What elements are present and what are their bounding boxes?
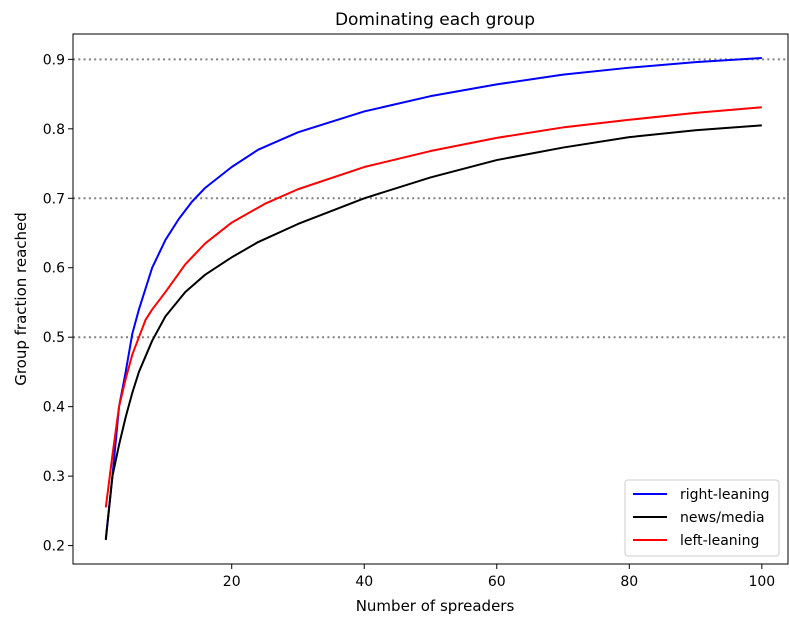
y-axis-label: Group fraction reached: [12, 212, 30, 386]
legend-label: news/media: [680, 510, 765, 526]
series-line: [104, 124, 762, 541]
axes-frame: [72, 33, 789, 565]
legend-box: [624, 479, 780, 557]
y-tick-label: 0.3: [43, 469, 65, 485]
x-tick-label: 20: [223, 574, 241, 590]
series-line: [104, 106, 762, 508]
y-tick-label: 0.4: [43, 400, 65, 416]
y-tick-label: 0.2: [43, 539, 65, 555]
x-axis-label: Number of spreaders: [356, 597, 515, 615]
series-line: [104, 56, 762, 539]
legend-label: right-leaning: [680, 487, 770, 503]
axis-ticks: 20 40 60 80 100 0.2 0.3 0.4 0.5 0.6 0.7 0.8 0.9: [43, 52, 775, 590]
x-tick-label: 40: [355, 574, 373, 590]
y-tick-label: 0.6: [43, 261, 65, 277]
y-tick-label: 0.9: [43, 52, 65, 68]
legend: right-leaning news/media left-leaning: [624, 479, 780, 557]
y-tick-label: 0.8: [43, 122, 65, 138]
plot-area: [73, 56, 788, 541]
x-tick-label: 100: [748, 574, 775, 590]
chart-title: Dominating each group: [335, 10, 535, 30]
y-tick-label: 0.5: [43, 330, 65, 346]
y-tick-label: 0.7: [43, 191, 65, 207]
legend-label: left-leaning: [680, 533, 759, 549]
x-tick-label: 60: [488, 574, 506, 590]
x-tick-label: 80: [620, 574, 638, 590]
